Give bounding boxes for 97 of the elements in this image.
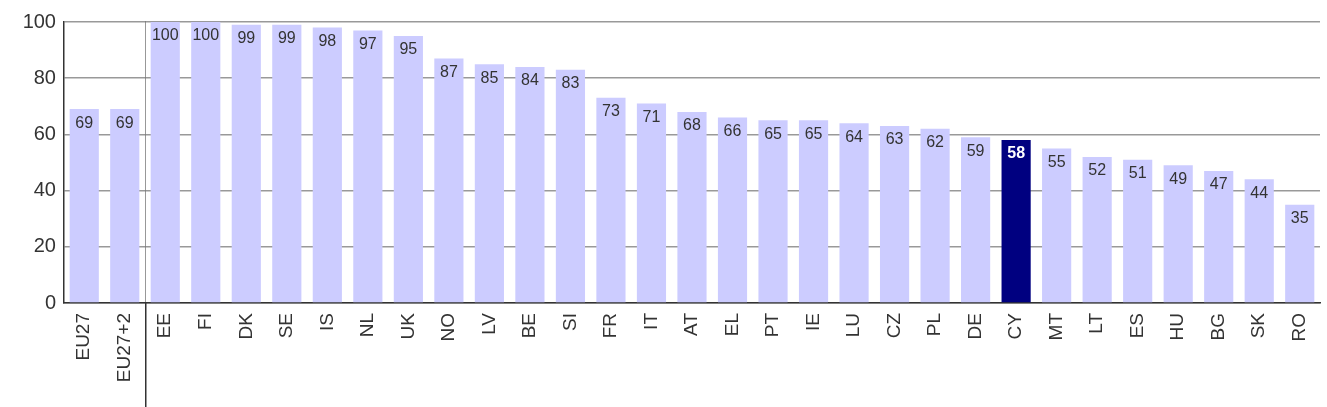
bar xyxy=(150,22,180,303)
bar xyxy=(1204,170,1234,303)
bar xyxy=(353,30,383,303)
bar xyxy=(1082,156,1112,303)
data-label: 58 xyxy=(1007,144,1026,162)
bar xyxy=(879,125,910,303)
x-tick-label: EL xyxy=(720,313,742,337)
bar xyxy=(596,97,626,303)
y-tick-label: 60 xyxy=(33,121,56,144)
bar xyxy=(758,120,788,303)
bar xyxy=(961,137,991,303)
data-label: 65 xyxy=(804,124,823,142)
x-tick-label: PT xyxy=(761,312,783,338)
bar xyxy=(272,24,302,303)
data-label: 99 xyxy=(277,29,296,47)
x-tick-label: EU27+2 xyxy=(112,313,134,383)
x-tick-label: LU xyxy=(842,313,864,338)
x-tick-label: RO xyxy=(1287,313,1309,342)
data-label: 52 xyxy=(1088,161,1107,179)
bar xyxy=(555,69,586,303)
x-tick-label: LV xyxy=(477,312,499,335)
bar xyxy=(434,58,464,303)
x-tick-label: DE xyxy=(963,313,985,340)
x-tick-label: SK xyxy=(1247,312,1269,339)
data-label: 71 xyxy=(642,107,661,125)
x-tick-label: DK xyxy=(234,312,256,340)
x-tick-label: BG xyxy=(1206,313,1228,341)
data-label: 62 xyxy=(926,133,945,151)
y-tick-label: 80 xyxy=(33,65,56,88)
data-label: 64 xyxy=(845,127,864,145)
x-tick-label: SE xyxy=(275,313,297,339)
data-label: 100 xyxy=(192,26,220,44)
bar xyxy=(677,111,707,303)
bar xyxy=(1123,159,1153,303)
x-tick-label: AT xyxy=(680,312,702,336)
x-tick-label: FR xyxy=(599,313,621,339)
bar xyxy=(920,128,950,303)
data-label: 97 xyxy=(358,34,377,52)
x-tick-label: NO xyxy=(437,313,459,342)
bar xyxy=(717,117,748,303)
data-label: 68 xyxy=(683,116,701,134)
x-tick-label: UK xyxy=(396,312,418,340)
bar xyxy=(393,36,423,303)
bar xyxy=(839,123,869,303)
data-label: 59 xyxy=(966,141,985,159)
data-label: 66 xyxy=(723,121,742,139)
bar xyxy=(312,27,342,303)
y-tick-label: 40 xyxy=(33,178,56,201)
y-tick-label: 0 xyxy=(44,290,56,313)
data-label: 98 xyxy=(318,32,337,50)
y-tick-label: 100 xyxy=(22,9,56,32)
x-tick-label: SI xyxy=(558,313,580,331)
x-tick-label: EU27 xyxy=(72,313,94,361)
data-label: 55 xyxy=(1047,152,1066,170)
data-label: 83 xyxy=(561,74,580,92)
data-label: 65 xyxy=(764,124,783,142)
x-tick-label: LT xyxy=(1085,312,1107,334)
data-label: 69 xyxy=(115,113,134,131)
bar xyxy=(636,103,667,303)
x-tick-label: PL xyxy=(923,313,945,337)
data-label: 100 xyxy=(151,26,179,44)
bar xyxy=(798,120,829,303)
data-label: 84 xyxy=(521,71,539,89)
bar xyxy=(191,22,221,303)
x-tick-label: IT xyxy=(639,312,661,330)
x-tick-label: IE xyxy=(801,313,823,331)
x-tick-label: IS xyxy=(315,313,337,331)
bar xyxy=(1244,179,1274,303)
bar xyxy=(1163,165,1193,303)
data-label: 35 xyxy=(1290,209,1309,227)
data-label: 49 xyxy=(1169,169,1188,187)
x-tick-label: CZ xyxy=(882,312,904,339)
x-tick-label: MT xyxy=(1044,312,1066,341)
bar xyxy=(231,24,261,303)
y-tick-label: 20 xyxy=(33,234,56,257)
x-tick-label: ES xyxy=(1125,313,1147,339)
x-tick-label: HU xyxy=(1166,313,1188,341)
data-label: 69 xyxy=(75,113,94,131)
bar xyxy=(515,66,545,303)
x-tick-label: CY xyxy=(1004,312,1026,340)
data-label: 87 xyxy=(439,62,458,80)
data-label: 95 xyxy=(399,40,418,58)
bar xyxy=(1042,148,1072,303)
data-label: 47 xyxy=(1209,175,1228,193)
data-label: 63 xyxy=(885,130,904,148)
data-label: 99 xyxy=(237,29,256,47)
x-tick-label: EE xyxy=(153,313,175,339)
bar xyxy=(1001,140,1031,303)
x-tick-label: NL xyxy=(356,313,378,338)
x-tick-label: FI xyxy=(194,313,216,330)
bar xyxy=(1285,204,1315,303)
data-label: 51 xyxy=(1128,164,1147,182)
data-label: 73 xyxy=(602,102,620,120)
x-tick-label: BE xyxy=(518,313,540,339)
bar xyxy=(474,64,504,303)
data-label: 85 xyxy=(480,68,499,86)
data-label: 44 xyxy=(1250,183,1269,201)
